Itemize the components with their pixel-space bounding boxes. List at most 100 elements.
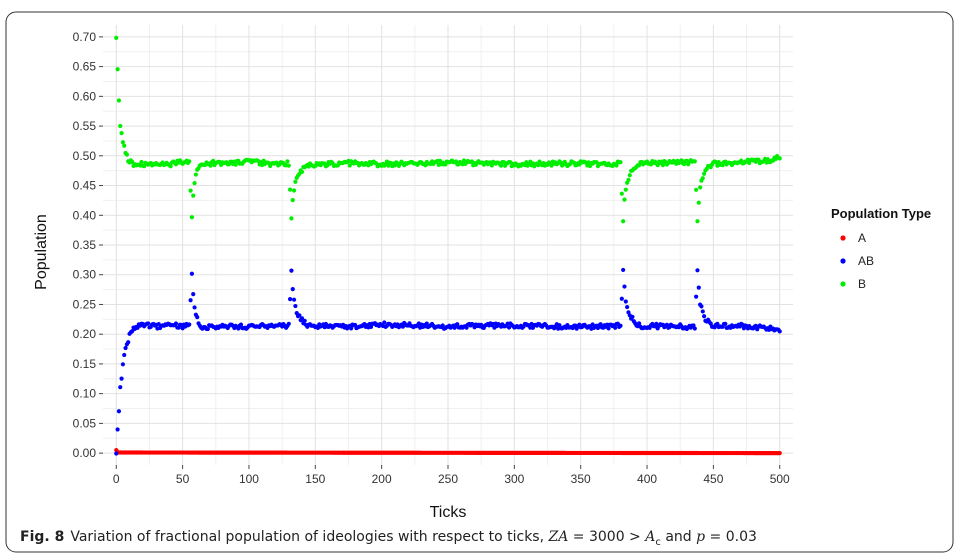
y-tick-label: 0.50 — [73, 149, 97, 163]
data-point-AB — [120, 362, 125, 367]
data-point-AB — [191, 291, 196, 297]
y-tick-label: 0.05 — [73, 416, 97, 430]
data-point-AB — [205, 326, 210, 332]
data-point-B — [119, 131, 124, 136]
legend-label-A: A — [858, 231, 866, 245]
data-point-B — [698, 185, 703, 190]
x-tick-label: 400 — [637, 472, 657, 486]
data-point-AB — [288, 296, 293, 302]
data-point-AB — [290, 287, 295, 292]
data-point-AB — [289, 268, 294, 273]
legend-key-A — [840, 235, 846, 241]
data-point-B — [619, 191, 624, 196]
y-tick-label: 0.55 — [73, 119, 97, 133]
data-point-B — [189, 215, 194, 220]
data-point-B — [290, 198, 295, 203]
y-tick-label: 0.70 — [73, 30, 97, 44]
x-axis-label: Ticks — [430, 504, 467, 521]
legend-title: Population Type — [831, 206, 931, 221]
legend-key-B — [840, 281, 846, 287]
x-tick-label: 350 — [571, 472, 591, 486]
data-point-B — [118, 123, 123, 129]
data-point-B — [627, 173, 632, 178]
x-tick-label: 0 — [113, 472, 120, 486]
x-tick-label: 500 — [770, 472, 790, 486]
data-point-AB — [618, 323, 623, 328]
y-tick-label: 0.20 — [73, 327, 97, 341]
data-point-AB — [623, 299, 628, 304]
data-point-AB — [293, 303, 298, 309]
data-point-B — [168, 164, 173, 169]
data-point-B — [614, 163, 619, 168]
x-axis: 0 50 100 150 200 250 300 350 400 450 500 — [113, 465, 790, 486]
x-tick-label: 200 — [372, 472, 392, 486]
data-point-B — [192, 180, 197, 186]
caption-text: Variation of fractional population of id… — [70, 529, 545, 545]
data-point-AB — [238, 322, 244, 327]
data-point-AB — [702, 314, 707, 319]
data-point-B — [623, 187, 628, 192]
data-point-AB — [715, 321, 720, 326]
data-point-B — [120, 140, 125, 145]
data-point-AB — [619, 296, 624, 301]
data-point-AB — [119, 376, 124, 381]
y-axis-label: Population — [33, 214, 50, 290]
y-tick-label: 0.15 — [73, 357, 97, 371]
caption-eq1: = 3000 > — [572, 529, 641, 545]
data-point-B — [122, 143, 127, 148]
legend-label-AB: AB — [858, 254, 874, 268]
data-point-AB — [621, 267, 626, 273]
data-point-B — [696, 200, 701, 205]
data-point-B — [293, 179, 298, 184]
data-point-B — [285, 159, 290, 164]
data-point-AB — [606, 326, 611, 331]
y-axis: 0.00 0.05 0.10 0.15 0.20 0.25 0.30 0.35 0.40 0.45… — [73, 30, 103, 460]
data-point-B — [347, 163, 352, 168]
legend: Population Type A AB B — [831, 206, 931, 291]
data-point-AB — [126, 340, 131, 345]
data-point-AB — [173, 321, 179, 326]
data-point-AB — [613, 325, 618, 330]
data-point-AB — [302, 318, 307, 323]
data-point-AB — [506, 325, 512, 330]
data-point-AB — [188, 298, 193, 303]
grid-lines — [103, 25, 793, 465]
data-point-B — [139, 159, 144, 165]
data-point-AB — [349, 326, 354, 331]
x-tick-label: 100 — [239, 472, 259, 486]
data-point-AB — [286, 321, 291, 326]
data-point-B — [288, 187, 293, 192]
caption-eq2: = 0.03 — [709, 529, 757, 545]
data-point-AB — [382, 320, 387, 325]
data-point-AB — [723, 321, 728, 326]
data-point-B — [692, 159, 697, 164]
caption-p: p — [696, 529, 706, 545]
data-point-B — [695, 219, 700, 224]
x-tick-label: 250 — [438, 472, 458, 486]
y-tick-label: 0.00 — [73, 446, 97, 460]
data-point-B — [694, 187, 699, 192]
data-point-B — [233, 162, 238, 167]
data-point-AB — [291, 297, 297, 302]
caption-label: Fig. 8 — [20, 529, 65, 545]
data-point-B — [114, 35, 119, 41]
data-point-AB — [695, 268, 700, 273]
data-point-B — [700, 176, 705, 181]
data-point-AB — [777, 329, 782, 334]
data-point-AB — [116, 409, 122, 414]
data-point-B — [291, 188, 297, 193]
legend-key-AB — [840, 258, 846, 264]
data-point-AB — [696, 285, 701, 290]
data-point-AB — [625, 304, 630, 310]
x-tick-label: 300 — [504, 472, 524, 486]
data-point-B — [115, 67, 120, 72]
data-point-B — [777, 156, 782, 161]
data-point-B — [489, 163, 494, 168]
data-point-AB — [630, 314, 635, 319]
x-tick-label: 150 — [305, 472, 325, 486]
data-point-AB — [123, 345, 128, 351]
caption-ac: A — [645, 529, 656, 545]
data-point-AB — [598, 322, 603, 327]
x-tick-label: 450 — [703, 472, 723, 486]
data-point-B — [618, 160, 623, 165]
